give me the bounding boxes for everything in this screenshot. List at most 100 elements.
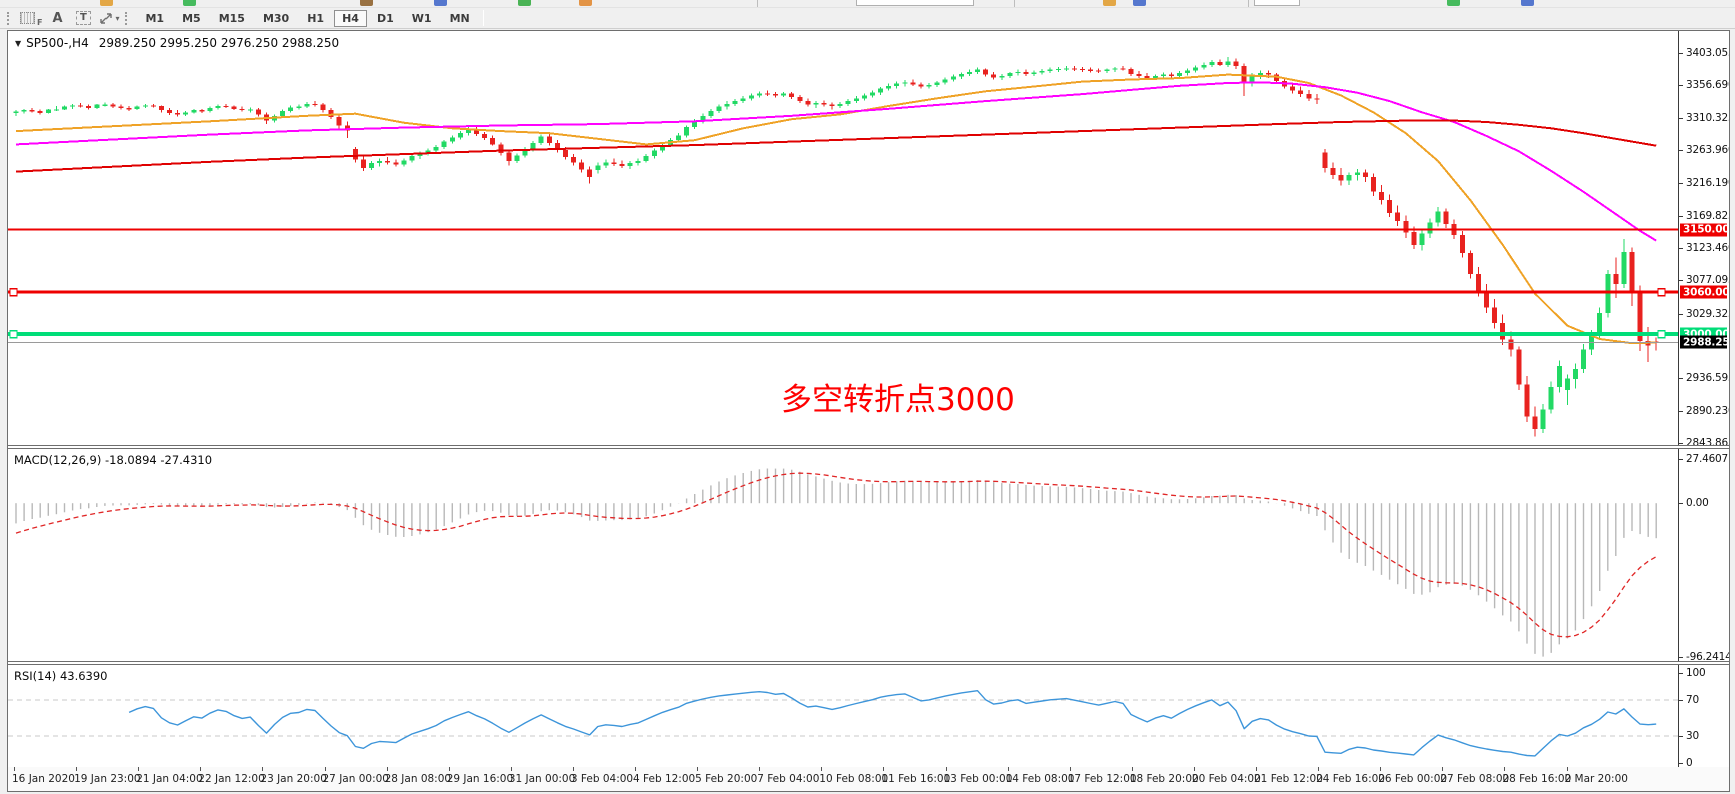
time-axis-label: 27 Jan 00:00 — [322, 773, 389, 785]
time-axis-tick — [386, 767, 388, 771]
toolbar-grip[interactable] — [7, 11, 12, 25]
time-axis-tick — [572, 767, 574, 771]
arrows-dropdown-caret[interactable]: ▾ — [115, 13, 120, 23]
time-axis-tick — [324, 767, 326, 771]
time-axis[interactable]: 16 Jan 2020 19 Jan 23:00 21 Jan 04:00 22 Ja… — [8, 767, 1729, 791]
time-axis-label: 16 Jan 2020 — [12, 773, 75, 785]
dotted-grid-f-icon[interactable]: F — [20, 9, 42, 27]
time-axis-label: 19 Jan 23:00 — [74, 773, 141, 785]
time-axis-tick — [448, 767, 450, 771]
axis-label: 100 — [1686, 667, 1706, 679]
pane-separator-2[interactable] — [8, 661, 1729, 665]
timeframe-button-d1[interactable]: D1 — [376, 11, 394, 25]
axis-label: 27.4607 — [1686, 453, 1729, 466]
price-line-badge: 3150.000 — [1680, 223, 1729, 236]
main-chart-plot[interactable] — [8, 31, 1678, 445]
axis-tick — [1679, 52, 1683, 54]
timeframe-button-m30[interactable]: M30 — [262, 11, 290, 25]
rsi-scale[interactable]: 100 70 30 0 — [1678, 665, 1729, 767]
axis-label: 0.00 — [1686, 497, 1709, 510]
time-axis-label: 11 Feb 16:00 — [881, 773, 951, 785]
time-axis-label: 13 Feb 00:00 — [943, 773, 1013, 785]
clipped-separator — [757, 0, 758, 7]
time-axis-label: 14 Feb 08:00 — [1005, 773, 1075, 785]
timeframe-button-m5[interactable]: M5 — [182, 11, 201, 25]
timeframe-button-mn[interactable]: MN — [449, 11, 470, 25]
time-axis-label: 29 Jan 16:00 — [446, 773, 514, 785]
grid-f-label: F — [37, 18, 43, 27]
timeframe-buttons: M1 M5 M15 M30 H1 H4 D1 W1 MN — [136, 9, 478, 27]
clipped-icon-fragment — [434, 0, 447, 6]
axis-tick — [1679, 85, 1683, 87]
time-axis-tick — [1566, 767, 1568, 771]
text-label-tool-icon[interactable]: A — [52, 10, 63, 26]
axis-tick — [1679, 763, 1683, 764]
clipped-icon-fragment — [1447, 0, 1460, 6]
current-price-badge: 2988.250 — [1680, 335, 1729, 349]
time-axis-label: 26 Feb 00:00 — [1378, 773, 1448, 785]
time-axis-tick — [1442, 767, 1444, 771]
macd-plot[interactable] — [8, 449, 1678, 661]
timeframe-button-m15[interactable]: M15 — [218, 11, 245, 25]
price-line-badge: 3060.000 — [1680, 285, 1729, 299]
time-axis-label: 18 Feb 20:00 — [1129, 773, 1199, 785]
axis-label: 0 — [1686, 757, 1693, 767]
time-axis-tick — [510, 767, 512, 771]
timeframe-button-m1[interactable]: M1 — [145, 11, 165, 25]
pane-separator[interactable] — [8, 445, 1729, 449]
arrows-tool-icon[interactable]: ▾ — [98, 9, 120, 27]
timeframe-button-h1[interactable]: H1 — [307, 11, 325, 25]
time-axis-tick — [14, 767, 15, 771]
clipped-input-fragment — [1254, 0, 1300, 6]
chart-window: ▼ SP500-,H4 2989.250 2995.250 2976.250 2… — [7, 30, 1730, 792]
time-axis-tick — [200, 767, 202, 771]
time-axis-tick — [945, 767, 947, 771]
axis-label: 3263.960 — [1686, 144, 1729, 156]
axis-label: 30 — [1686, 730, 1699, 742]
time-axis-label: 31 Jan 00:00 — [508, 773, 576, 785]
price-scale[interactable]: 3403.055 3356.690 3310.325 3263.960 3216.190… — [1678, 31, 1729, 445]
clipped-input-fragment — [856, 0, 974, 6]
axis-label: 3077.095 — [1686, 274, 1729, 287]
toolbar-grip-2[interactable] — [125, 11, 130, 25]
macd-scale[interactable]: 27.4607 0.00 -96.2414 — [1678, 449, 1729, 661]
main-toolbar: F A T ▾ M1 M5 M15 M30 H1 H4 D1 W1 MN — [0, 8, 1735, 29]
axis-label: -96.2414 — [1686, 650, 1729, 661]
axis-label: 3123.460 — [1686, 242, 1729, 254]
time-axis-label: 17 Feb 12:00 — [1067, 773, 1137, 785]
axis-label: 3029.325 — [1686, 307, 1729, 320]
axis-tick — [1679, 313, 1683, 315]
axis-label: 3169.825 — [1686, 209, 1729, 222]
axis-label: 2843.865 — [1686, 437, 1729, 445]
axis-tick — [1679, 503, 1683, 505]
clipped-icon-fragment — [579, 0, 592, 6]
axis-tick — [1679, 700, 1683, 701]
toolbar-separator — [482, 10, 484, 26]
time-axis-label: 23 Jan 20:00 — [260, 773, 327, 785]
axis-tick — [1679, 736, 1683, 737]
axis-tick — [1679, 378, 1683, 380]
axis-tick — [1679, 410, 1683, 412]
main-chart-pane: ▼ SP500-,H4 2989.250 2995.250 2976.250 2… — [8, 31, 1729, 445]
rsi-plot[interactable] — [8, 665, 1678, 767]
text-box-tool-icon[interactable]: T — [72, 9, 94, 27]
macd-label: MACD(12,26,9) -18.0894 -27.4310 — [14, 453, 213, 467]
time-axis-tick — [1193, 767, 1195, 771]
time-axis-label: 3 Feb 04:00 — [570, 773, 634, 785]
timeframe-button-w1[interactable]: W1 — [411, 11, 432, 25]
timeframe-button-h4[interactable]: H4 — [334, 9, 367, 27]
clipped-toolbar-strip — [0, 0, 1735, 8]
clipped-separator — [1248, 0, 1249, 7]
grid-dots-icon — [20, 12, 35, 24]
text-box-glyph: T — [76, 11, 91, 25]
axis-label: 3216.190 — [1686, 177, 1729, 190]
time-axis-label: 21 Jan 04:00 — [136, 773, 203, 785]
time-axis-tick — [759, 767, 761, 771]
time-axis-tick — [1318, 767, 1320, 771]
clipped-icon-fragment — [183, 0, 196, 6]
clipped-icon-fragment — [360, 0, 373, 6]
time-axis-label: 22 Jan 12:00 — [198, 773, 265, 785]
axis-tick — [1679, 150, 1683, 151]
symbol-dropdown-icon[interactable]: ▼ — [15, 38, 22, 48]
